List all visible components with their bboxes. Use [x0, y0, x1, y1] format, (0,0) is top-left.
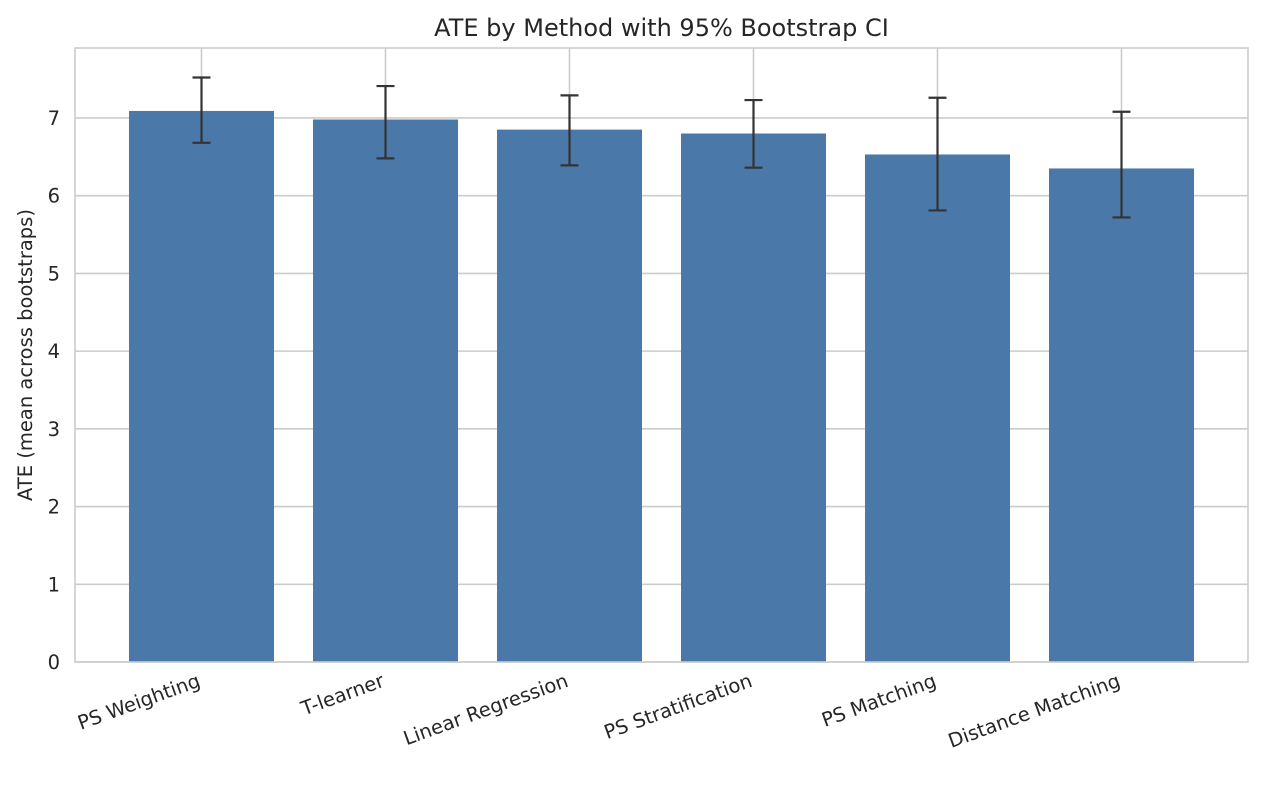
y-tick-labels: 0 1 2 3 4 5 6 7 — [48, 107, 60, 674]
y-tick-label: 2 — [48, 496, 60, 519]
bar — [865, 154, 1010, 662]
error-bar — [192, 76, 211, 144]
error-bar — [744, 98, 763, 169]
bars — [129, 110, 1194, 663]
bar — [313, 119, 458, 663]
x-tick-label: PS Matching — [819, 669, 940, 732]
x-tick-label: Distance Matching — [945, 669, 1123, 753]
x-tick-labels: PS Weighting T-learner Linear Regression PS… — [75, 669, 1124, 753]
bar — [129, 110, 274, 663]
y-tick-label: 7 — [48, 107, 60, 130]
plot-frame — [74, 47, 1249, 663]
error-bar — [560, 94, 579, 167]
y-tick-label: 4 — [48, 340, 60, 363]
error-bar — [376, 84, 395, 160]
y-tick-label: 3 — [48, 418, 60, 441]
error-bar — [928, 96, 947, 212]
y-tick-label: 5 — [48, 262, 60, 285]
y-axis-label: ATE (mean across bootstraps) — [14, 209, 37, 501]
x-tick-label: PS Stratification — [601, 669, 755, 744]
y-tick-label: 0 — [48, 651, 60, 674]
x-tick-label: Linear Regression — [400, 669, 571, 750]
bar — [497, 129, 642, 662]
bar — [1049, 168, 1194, 662]
x-tick-label: PS Weighting — [75, 669, 204, 735]
error-bars — [192, 76, 1131, 219]
chart-title: ATE by Method with 95% Bootstrap CI — [434, 14, 889, 42]
error-bar — [1112, 110, 1131, 219]
y-tick-label: 1 — [48, 573, 60, 596]
bar — [681, 133, 826, 663]
y-tick-label: 6 — [48, 185, 60, 208]
x-tick-label: T-learner — [297, 669, 388, 721]
